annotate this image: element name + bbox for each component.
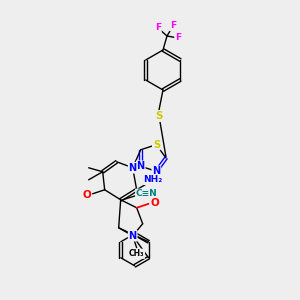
Text: S: S xyxy=(155,111,163,121)
Text: F: F xyxy=(170,22,176,31)
Text: F: F xyxy=(175,34,181,43)
Text: N: N xyxy=(129,231,137,241)
Text: C≡N: C≡N xyxy=(136,189,158,198)
Text: N: N xyxy=(136,161,145,171)
Text: F: F xyxy=(155,23,161,32)
Text: S: S xyxy=(155,111,163,121)
Text: CH₃: CH₃ xyxy=(129,249,144,258)
Text: O: O xyxy=(150,198,159,208)
Text: NH₂: NH₂ xyxy=(143,175,162,184)
Text: S: S xyxy=(153,140,160,150)
Text: N: N xyxy=(129,163,137,173)
Text: N: N xyxy=(152,166,160,176)
Text: O: O xyxy=(82,190,91,200)
